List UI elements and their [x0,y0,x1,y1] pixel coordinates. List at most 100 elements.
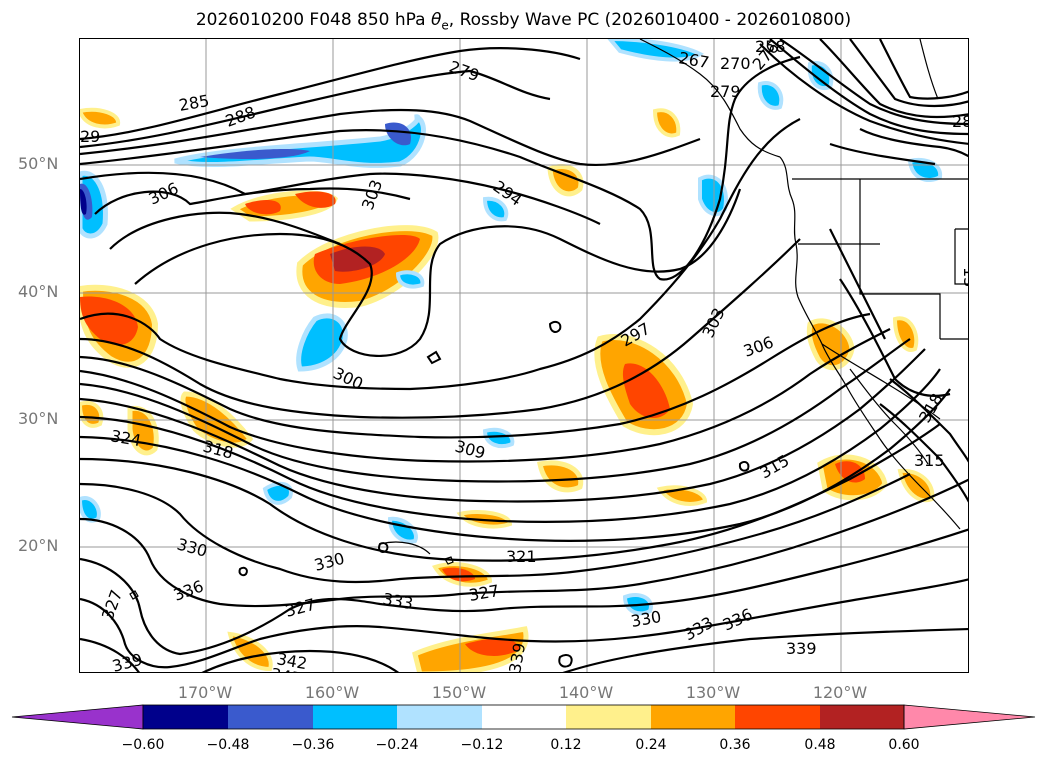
title-subscript: e [441,18,449,33]
positive-anomaly-blob [897,468,935,503]
contour-line [80,528,968,656]
contour-line [80,368,941,523]
contour-label: 330 [312,549,346,575]
contour-label: 339 [110,650,144,673]
shading-layer [80,39,943,672]
contour-line [134,188,742,358]
positive-anomaly-blob [537,460,584,493]
negative-anomaly-blob [80,189,87,215]
positive-anomaly-blob [227,631,273,672]
contour-label: 324 [109,426,142,450]
colorbar-segment [735,705,820,729]
contour-label: 270 [720,54,751,73]
contour-line [80,328,891,463]
coastline [779,156,881,440]
contour-label: 330 [629,607,662,631]
contour-line [80,578,968,669]
contour-label: 339 [786,639,817,658]
contour-label: 306 [146,178,182,208]
contour-line [80,312,871,439]
contour-label: 28 [952,112,969,131]
positive-anomaly-blob [465,638,520,656]
border-line [859,179,941,339]
contour-line [819,39,968,119]
contour-line [759,43,968,145]
contour-line [80,348,926,503]
positive-anomaly-blob [80,296,138,346]
lon-label-140w: 140°W [558,683,614,702]
contour-label: 303 [358,177,386,212]
coastline [849,368,929,465]
border-line [821,343,941,420]
positive-anomaly-blob [80,400,104,428]
colorbar-segment [143,705,228,729]
title-prefix: 2026010200 F048 850 hPa [195,10,431,30]
contour-label: 333 [681,613,717,645]
contour-ring [548,320,562,333]
contour-ring [738,460,750,472]
contour-line [849,39,968,108]
contour-label: 336 [720,604,756,634]
contour-line [201,649,400,672]
coastline [919,39,939,100]
negative-anomaly-blob [482,427,515,449]
lon-label-160w: 160°W [304,683,360,702]
colorbar-tick-label: 0.36 [719,737,751,753]
colorbar-tick-label: −0.36 [291,737,335,753]
contour-label: 333 [381,589,414,613]
coastline [879,438,961,530]
contour-line [80,423,941,562]
negative-anomaly-blob [296,313,348,372]
contour-label: 279 [710,82,741,101]
lat-label-50n: 50°N [18,154,59,173]
negative-anomaly-blob [200,149,310,159]
contour-line [879,39,968,100]
colorbar-segment [482,705,566,729]
contour-label: 321 [506,547,537,566]
contour-label: 258 [755,39,786,56]
lat-label-20n: 20°N [18,536,59,555]
colorbar [11,704,1036,730]
contour-line [80,338,911,483]
negative-anomaly-blob [385,122,411,146]
coastline [379,541,431,555]
contour-line [839,278,951,397]
colorbar-tick-label: 0.60 [888,737,920,753]
contour-label: 13 [960,267,969,287]
negative-anomaly-blob [387,516,418,544]
contour-ring [238,566,248,577]
map-canvas: 279 285 288 29 306 303 294 267 270 276 2… [80,39,969,673]
contour-line [80,69,551,149]
contour-line [779,39,968,126]
contour-line [879,403,968,503]
positive-anomaly-blob [245,199,281,215]
colorbar-tick-label: −0.48 [206,737,250,753]
contour-label: 327 [98,587,126,622]
contour-line [80,171,601,225]
contour-label: 327 [467,581,500,605]
contour-line [769,39,968,136]
colorbar-segment [313,705,397,729]
contour-line [94,187,411,215]
title-suffix: , Rossby Wave PC (2026010400 - 202601080… [448,10,852,30]
contour-line [80,388,951,542]
contour-line [80,108,701,167]
positive-anomaly-blob [835,461,865,483]
contour-line [80,478,968,608]
colorbar-segment [820,705,904,729]
figure-title: 2026010200 F048 850 hPa θe, Rossby Wave … [0,10,1047,32]
negative-anomaly-blob [757,81,784,110]
contour-line [859,128,968,158]
contour-line [562,627,968,672]
contour-label: 267 [677,48,710,72]
contour-label: 306 [741,332,776,360]
colorbar-segment [228,705,313,729]
contour-line [80,238,801,419]
lon-label-120w: 120°W [812,683,868,702]
contour-line [80,637,140,672]
contour-line [80,473,911,584]
lat-label-40n: 40°N [18,282,59,301]
lon-label-150w: 150°W [431,683,487,702]
positive-anomaly-blob [295,191,336,208]
colorbar-tick-label: 0.12 [550,737,582,753]
